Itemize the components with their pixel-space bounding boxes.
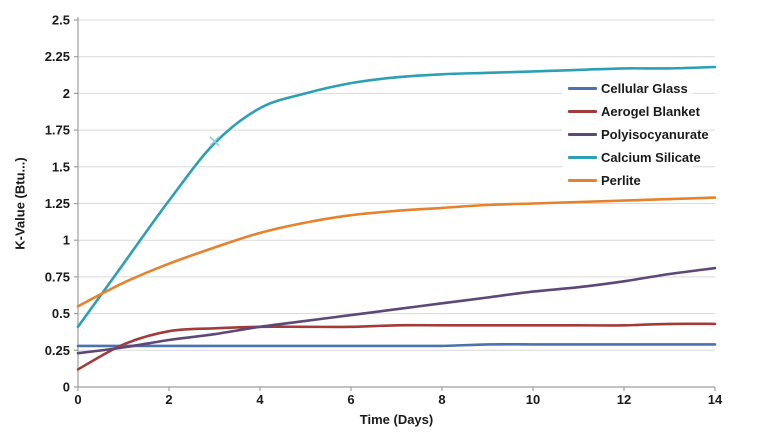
y-tick-label: 0.25 bbox=[45, 343, 70, 358]
x-tick-label: 4 bbox=[256, 392, 264, 407]
series-line-calcium-silicate bbox=[76, 65, 717, 329]
legend-label: Calcium Silicate bbox=[601, 150, 701, 165]
legend-item-calcium-silicate: Calcium Silicate bbox=[562, 146, 701, 169]
y-tick-label: 0.75 bbox=[45, 269, 70, 284]
series-line-aerogel-blanket bbox=[76, 322, 717, 371]
legend-label: Polyisocyanurate bbox=[601, 127, 709, 142]
x-tick-label: 12 bbox=[617, 392, 631, 407]
legend-label: Perlite bbox=[601, 173, 641, 188]
legend-swatch-icon bbox=[568, 87, 597, 90]
x-tick-label: 6 bbox=[347, 392, 354, 407]
series-line-cellular-glass bbox=[76, 343, 717, 348]
y-tick-label: 1 bbox=[63, 233, 70, 248]
y-tick-label: 0.5 bbox=[52, 306, 70, 321]
y-tick-label: 0 bbox=[63, 380, 70, 395]
series-line-perlite bbox=[76, 196, 717, 308]
y-axis-title: K-Value (Btu...) bbox=[12, 157, 28, 250]
x-marker bbox=[209, 136, 220, 147]
y-tick-label: 1.75 bbox=[45, 123, 70, 138]
series-line-polyisocyanurate bbox=[76, 266, 717, 355]
x-marker-stroke bbox=[209, 136, 220, 147]
legend-label: Cellular Glass bbox=[601, 81, 688, 96]
legend-swatch-icon bbox=[568, 110, 597, 113]
y-tick-label: 2.25 bbox=[45, 49, 70, 64]
x-axis-title: Time (Days) bbox=[359, 412, 434, 427]
legend-label: Aerogel Blanket bbox=[601, 104, 700, 119]
legend: Cellular Glass Aerogel Blanket Polyisocyan… bbox=[562, 76, 709, 193]
x-tick-label: 2 bbox=[165, 392, 172, 407]
legend-item-aerogel-blanket: Aerogel Blanket bbox=[562, 100, 700, 123]
legend-item-polyisocyanurate: Polyisocyanurate bbox=[562, 123, 709, 146]
legend-item-perlite: Perlite bbox=[562, 169, 693, 192]
legend-swatch-icon bbox=[568, 133, 597, 136]
x-tick-label: 0 bbox=[74, 392, 81, 407]
legend-item-cellular-glass: Cellular Glass bbox=[562, 77, 693, 100]
x-tick-label: 14 bbox=[708, 392, 723, 407]
y-tick-label: 2 bbox=[63, 86, 70, 101]
x-tick-label: 10 bbox=[526, 392, 540, 407]
y-tick-label: 1.5 bbox=[52, 159, 70, 174]
x-tick-label: 8 bbox=[438, 392, 445, 407]
legend-swatch-icon bbox=[568, 156, 597, 159]
y-tick-label: 2.5 bbox=[52, 13, 70, 28]
y-tick-label: 1.25 bbox=[45, 196, 70, 211]
legend-swatch-icon bbox=[568, 179, 597, 182]
